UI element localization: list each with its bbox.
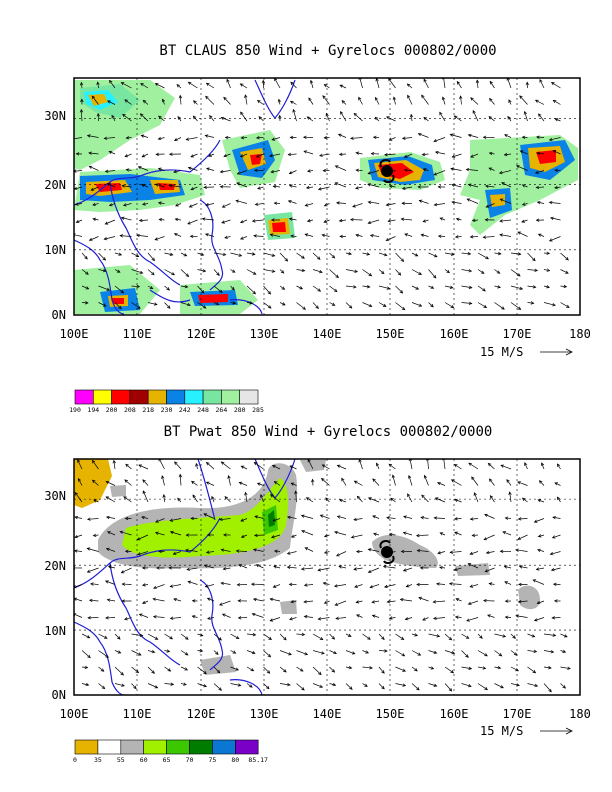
colorbar-swatch [74, 389, 94, 405]
panel-2-pwat-shading [74, 459, 540, 675]
panel-2-xtick-150e: 150E [376, 707, 405, 721]
colorbar-swatch [184, 389, 204, 405]
panel-2-y-axis: 30N 20N 10N 0N [44, 489, 66, 702]
colorbar-label: 242 [179, 406, 191, 414]
panel-1-vector-legend: 15 M/S [480, 345, 573, 359]
colorbar-swatch [202, 389, 222, 405]
colorbar-swatch [166, 389, 186, 405]
panel-1-wind-vectors [74, 78, 570, 311]
panel-2-xtick-120e: 120E [187, 707, 216, 721]
panel-2-frame [73, 458, 581, 696]
panel-2-vector-legend: 15 M/S [480, 724, 573, 738]
panel-1-ytick-30n: 30N [44, 109, 66, 123]
panel-1-ytick-20n: 20N [44, 178, 66, 192]
panel-2-xtick-100e: 100E [60, 707, 89, 721]
colorbar-label: 218 [142, 406, 154, 414]
panel-1-xtick-140e: 140E [313, 327, 342, 341]
colorbar-swatch [129, 389, 149, 405]
panel-2-xtick-180: 180 [569, 707, 591, 721]
colorbar-swatch [143, 739, 167, 755]
colorbar-label: 0 [73, 756, 77, 764]
colorbar-swatch [74, 739, 99, 755]
panel-1-xtick-150e: 150E [376, 327, 405, 341]
panel-2-wind-vectors [74, 459, 571, 693]
colorbar-label: 75 [208, 756, 216, 764]
panel-1-xtick-160e: 160E [440, 327, 469, 341]
panel-1-ytick-0n: 0N [52, 308, 66, 322]
panel-1-xtick-180: 180 [569, 327, 591, 341]
panel-1-xtick-170e: 170E [503, 327, 532, 341]
panel-1-vector-legend-label: 15 M/S [480, 345, 523, 359]
colorbar-swatch [120, 739, 145, 755]
panel-1-xtick-110e: 110E [123, 327, 152, 341]
panel-1-ytick-10n: 10N [44, 243, 66, 257]
panel-2-xtick-140e: 140E [313, 707, 342, 721]
panel-2-colorbar: 0 35 55 60 65 70 75 80 85.17 [73, 739, 268, 764]
colorbar-label: 264 [216, 406, 228, 414]
colorbar-swatch [147, 389, 167, 405]
colorbar-label: 65 [163, 756, 171, 764]
panel-1-xtick-120e: 120E [187, 327, 216, 341]
colorbar-label: 55 [117, 756, 125, 764]
colorbar-label: 80 [231, 756, 239, 764]
colorbar-label: 208 [124, 406, 136, 414]
panel-2-xtick-110e: 110E [123, 707, 152, 721]
panel-1-xtick-130e: 130E [250, 327, 279, 341]
colorbar-label: 60 [140, 756, 148, 764]
panel-1-frame [73, 77, 581, 316]
panel-2-x-axis: 100E 110E 120E 130E 140E 150E 160E 170E … [60, 707, 591, 721]
colorbar-label: 85.17 [248, 756, 268, 764]
panel-2-xtick-130e: 130E [250, 707, 279, 721]
panel-1-coastlines [74, 79, 296, 315]
colorbar-swatch [235, 739, 259, 755]
panel-1-grid [74, 78, 580, 315]
panel-2-ytick-30n: 30N [44, 489, 66, 503]
panel-1-x-axis: 100E 110E 120E 130E 140E 150E 160E 170E … [60, 327, 591, 341]
colorbar-swatch [221, 389, 240, 405]
panel-2-gyre-symbol [379, 539, 395, 565]
panel-1-xtick-100e: 100E [60, 327, 89, 341]
colorbar-label: 230 [161, 406, 173, 414]
colorbar-swatch [239, 389, 259, 405]
panel-2-ytick-0n: 0N [52, 688, 66, 702]
panel-2-grid [74, 459, 580, 695]
panel-2-xtick-160e: 160E [440, 707, 469, 721]
panel-1-y-axis: 30N 20N 10N 0N [44, 109, 66, 322]
panel-1-map [74, 78, 580, 315]
colorbar-label: 70 [186, 756, 194, 764]
colorbar-swatch [93, 389, 112, 405]
panel-1-colorbar: 190 194 200 208 218 230 242 248 264 280 285 [69, 389, 264, 414]
colorbar-label: 280 [234, 406, 246, 414]
colorbar-swatch [189, 739, 213, 755]
panel-2-ytick-20n: 20N [44, 559, 66, 573]
colorbar-swatch [212, 739, 236, 755]
colorbar-label: 190 [69, 406, 81, 414]
panel-2-map [74, 459, 580, 695]
colorbar-label: 35 [94, 756, 102, 764]
colorbar-label: 285 [252, 406, 264, 414]
colorbar-swatch [97, 739, 122, 755]
panel-2-ytick-10n: 10N [44, 624, 66, 638]
panel-2-title: BT Pwat 850 Wind + Gyrelocs 000802/0000 [164, 424, 493, 440]
panel-1-title: BT CLAUS 850 Wind + Gyrelocs 000802/0000 [159, 43, 496, 59]
colorbar-swatch [111, 389, 131, 405]
colorbar-label: 248 [197, 406, 209, 414]
panel-2-vector-legend-label: 15 M/S [480, 724, 523, 738]
colorbar-label: 194 [87, 406, 99, 414]
colorbar-label: 200 [106, 406, 118, 414]
colorbar-swatch [166, 739, 190, 755]
panel-1-gyre-symbol [379, 158, 395, 184]
panel-2-xtick-170e: 170E [503, 707, 532, 721]
